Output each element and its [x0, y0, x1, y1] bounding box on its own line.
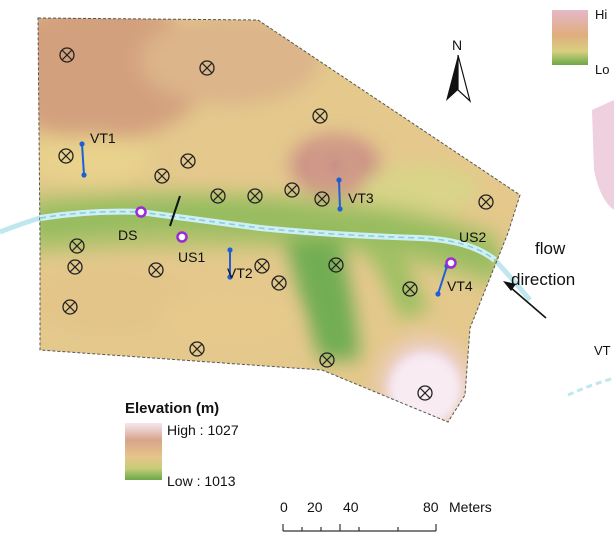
transect-vt3 — [336, 177, 343, 212]
north-arrow-right-half — [457, 54, 472, 103]
station-us1-label: US1 — [178, 249, 205, 265]
secondary-legend: Hi Lo — [552, 7, 609, 77]
well-marker — [62, 299, 78, 315]
well-marker — [69, 238, 85, 254]
well-marker — [417, 385, 433, 401]
well-marker — [271, 275, 287, 291]
scale-tick-20: 20 — [307, 499, 323, 515]
station-ds-marker — [135, 206, 147, 218]
legend-low-label: Low : 1013 — [167, 473, 236, 489]
well-marker — [210, 188, 226, 204]
well-marker — [189, 341, 205, 357]
secondary-map-label: VT — [594, 343, 611, 358]
well-marker — [319, 352, 335, 368]
legend-color-ramp — [125, 423, 162, 480]
station-us1: US1 — [176, 231, 205, 265]
secondary-legend-ramp — [552, 10, 588, 65]
north-arrow-left-half — [446, 55, 458, 101]
scale-bar-line — [282, 524, 437, 532]
well-marker — [254, 258, 270, 274]
well-marker — [148, 262, 164, 278]
station-us2: US2 — [445, 229, 486, 269]
secondary-legend-low: Lo — [595, 62, 609, 77]
scale-unit: Meters — [449, 499, 492, 515]
transect-vt1-label: VT1 — [90, 130, 116, 146]
well-marker — [328, 257, 344, 273]
flow-label-line2: direction — [511, 270, 575, 289]
well-marker — [314, 191, 330, 207]
well-marker — [154, 168, 170, 184]
scale-tick-0: 0 — [280, 499, 288, 515]
transect-vt2-label: VT2 — [227, 265, 253, 281]
flow-direction-annotation: flow direction — [503, 239, 575, 319]
legend-high-label: High : 1027 — [167, 422, 239, 438]
stream-centerline — [39, 210, 496, 261]
secondary-legend-high: Hi — [595, 7, 607, 22]
station-us2-label: US2 — [459, 229, 486, 245]
well-marker — [58, 148, 74, 164]
transect-vt4-label: VT4 — [447, 278, 473, 294]
well-marker — [199, 60, 215, 76]
well-marker — [247, 188, 263, 204]
scale-tick-40: 40 — [343, 499, 359, 515]
well-marker — [180, 153, 196, 169]
scale-bar: 0 20 40 80 Meters — [280, 499, 492, 532]
station-us2-marker — [445, 257, 457, 269]
well-marker — [312, 108, 328, 124]
well-marker — [59, 47, 75, 63]
cross-section-line — [169, 195, 181, 227]
north-arrow: N — [446, 37, 472, 103]
transect-vt3-label: VT3 — [348, 190, 374, 206]
stream-left-extension — [0, 215, 41, 235]
well-marker — [402, 281, 418, 297]
stream-right-extension — [493, 258, 532, 302]
flow-arrow-head — [503, 281, 516, 291]
well-markers — [58, 47, 494, 401]
secondary-map-fragment — [567, 100, 614, 397]
legend-title: Elevation (m) — [125, 400, 219, 417]
transect-vt2 — [227, 247, 233, 280]
site-boundary — [37, 17, 521, 423]
north-arrow-label: N — [452, 37, 462, 53]
station-ds-label: DS — [118, 227, 137, 243]
well-marker — [284, 182, 300, 198]
well-marker — [478, 194, 494, 210]
station-us1-marker — [176, 231, 188, 243]
transect-vt1 — [79, 141, 87, 178]
well-marker — [67, 259, 83, 275]
station-ds: DS — [118, 206, 147, 243]
elevation-legend: Elevation (m) High : 1027 Low : 1013 — [125, 400, 239, 489]
flow-arrow-shaft — [509, 286, 547, 319]
flow-label-line1: flow — [535, 239, 566, 258]
scale-tick-80: 80 — [423, 499, 439, 515]
